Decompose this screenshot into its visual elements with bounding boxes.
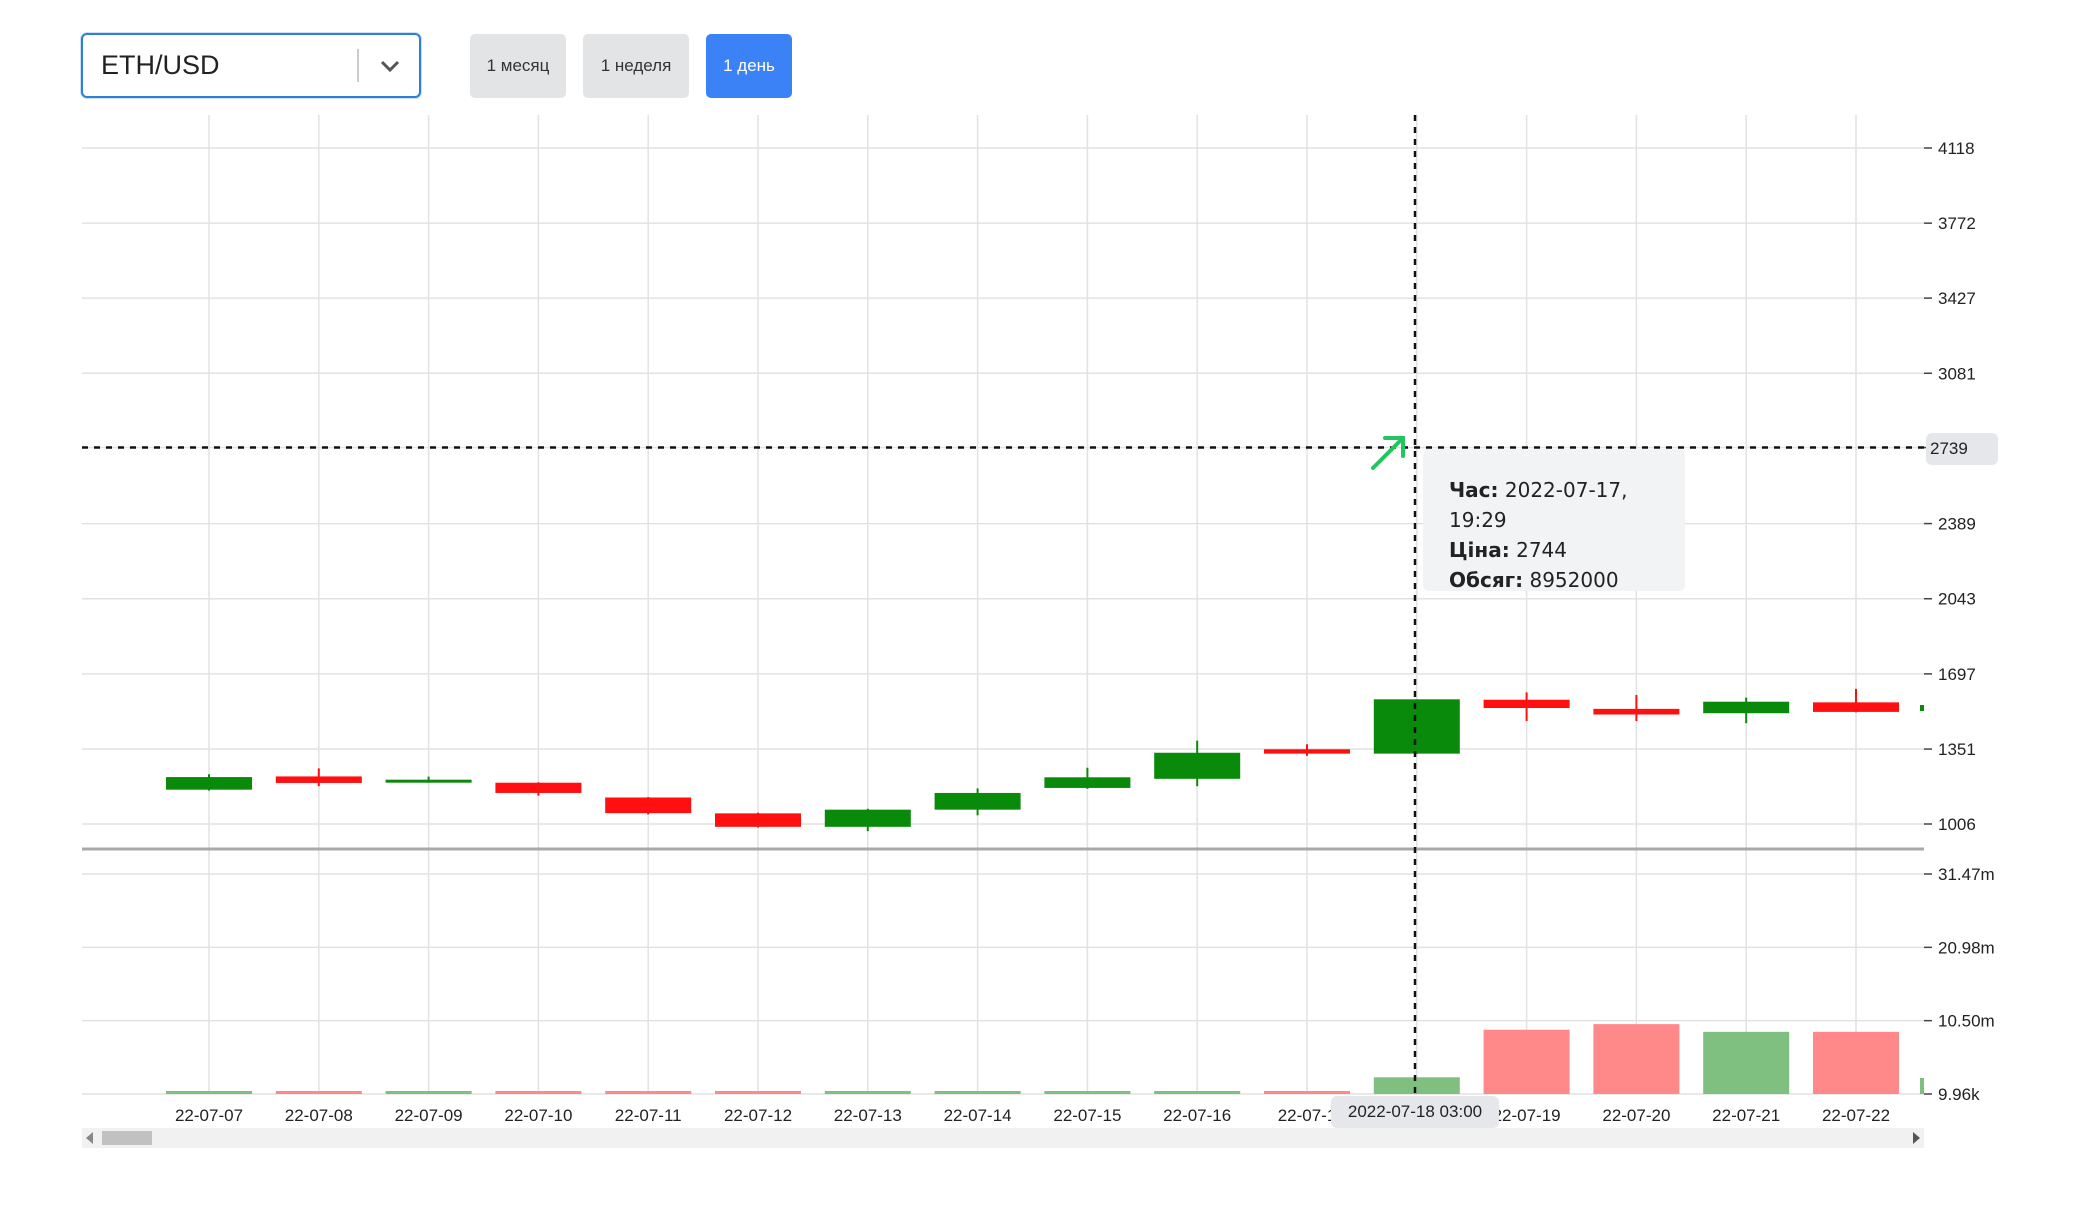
- candle-body: [385, 779, 472, 783]
- y-tick-label: 1351: [1938, 740, 1976, 759]
- candle-body: [1264, 749, 1350, 754]
- candle-body: [1154, 752, 1241, 779]
- y-tick-label: 2389: [1938, 515, 1976, 534]
- crosshair-price-label: 2739: [1926, 433, 1998, 465]
- y-tick-label: 2043: [1938, 590, 1976, 609]
- x-tick-label: 22-07-21: [1712, 1106, 1780, 1125]
- candle-body: [1044, 777, 1131, 788]
- x-tick-label: 22-07-08: [285, 1106, 353, 1125]
- candle-body: [495, 782, 582, 793]
- x-tick-label: 22-07-13: [834, 1106, 902, 1125]
- volume-bar: [385, 1091, 472, 1094]
- timeframe-month-button[interactable]: 1 месяц: [470, 34, 566, 98]
- x-tick-label: 22-07-19: [1493, 1106, 1561, 1125]
- price-tooltip: Час: 2022-07-17, 19:29 Ціна: 2744 Обсяг:…: [1423, 449, 1685, 592]
- volume-bar: [605, 1091, 692, 1094]
- scroll-right-icon[interactable]: [1913, 1132, 1920, 1144]
- arrow-up-right-icon: [1371, 436, 1405, 470]
- tooltip-volume-row: Обсяг: 8952000: [1449, 565, 1685, 595]
- volume-bar: [1154, 1091, 1241, 1094]
- candle-body: [605, 797, 692, 814]
- candle-body: [715, 813, 801, 827]
- y-tick-label: 3081: [1938, 364, 1976, 383]
- timeframe-day-button[interactable]: 1 день: [706, 34, 792, 98]
- chart-scrollbar[interactable]: [82, 1128, 1924, 1148]
- y-tick-label: 3772: [1938, 214, 1976, 233]
- volume-tick-label: 20.98m: [1938, 938, 1995, 957]
- volume-tick-label: 9.96k: [1938, 1085, 1980, 1104]
- volume-bar: [934, 1091, 1021, 1094]
- candle-body: [1483, 699, 1570, 709]
- y-tick-label: 1006: [1938, 815, 1976, 834]
- x-tick-label: 22-07-12: [724, 1106, 792, 1125]
- volume-bar: [275, 1091, 362, 1094]
- candle-body: [934, 792, 1021, 810]
- volume-bar: [1813, 1031, 1899, 1094]
- candle-body: [1703, 701, 1790, 714]
- volume-bar: [1703, 1031, 1790, 1094]
- scroll-left-icon[interactable]: [86, 1132, 93, 1144]
- y-tick-label: 1697: [1938, 665, 1976, 684]
- x-tick-label: 22-07-22: [1822, 1106, 1890, 1125]
- x-tick-label: 22-07-16: [1163, 1106, 1231, 1125]
- x-tick-label: 22-07-09: [395, 1106, 463, 1125]
- candle-body: [1813, 702, 1899, 712]
- y-tick-label: 3427: [1938, 289, 1976, 308]
- x-tick-label: 22-07-20: [1602, 1106, 1670, 1125]
- tooltip-price-value: 2744: [1516, 538, 1567, 562]
- volume-tick-label: 31.47m: [1938, 865, 1995, 884]
- tooltip-time-row: Час: 2022-07-17, 19:29: [1449, 475, 1685, 535]
- x-tick-label: 22-07-14: [944, 1106, 1012, 1125]
- volume-bar: [715, 1091, 801, 1094]
- candle-body: [275, 776, 362, 783]
- pair-select-value: ETH/USD: [101, 50, 220, 80]
- scroll-thumb[interactable]: [102, 1131, 152, 1145]
- candle-body: [1593, 708, 1680, 715]
- volume-tick-label: 10.50m: [1938, 1012, 1995, 1031]
- x-tick-label: 22-07-11: [615, 1106, 682, 1125]
- volume-bar: [1483, 1029, 1570, 1094]
- y-tick-label: 4118: [1938, 139, 1975, 158]
- volume-bar: [1593, 1024, 1680, 1094]
- volume-bar: [495, 1091, 582, 1094]
- candle-body: [1373, 699, 1460, 754]
- x-tick-label: 22-07-10: [504, 1106, 572, 1125]
- tooltip-price-row: Ціна: 2744: [1449, 535, 1685, 565]
- chevron-down-icon[interactable]: [373, 49, 407, 83]
- volume-bar: [166, 1091, 252, 1094]
- tooltip-time-value: 2022-07-17, 19:29: [1449, 478, 1628, 532]
- candle-body: [824, 809, 911, 827]
- volume-bar: [1044, 1091, 1131, 1094]
- candle-body: [1920, 705, 1924, 711]
- x-tick-label: 22-07-07: [175, 1106, 243, 1125]
- select-separator: [357, 49, 359, 82]
- candle-body: [166, 777, 252, 790]
- pair-select[interactable]: ETH/USD: [81, 33, 421, 98]
- volume-bar: [824, 1091, 911, 1094]
- tooltip-time-label: Час:: [1449, 478, 1499, 502]
- crosshair-time-label: 2022-07-18 03:00: [1331, 1096, 1499, 1128]
- tooltip-volume-label: Обсяг:: [1449, 568, 1524, 592]
- x-tick-label: 22-07-1: [1278, 1106, 1337, 1125]
- tooltip-price-label: Ціна:: [1449, 538, 1510, 562]
- volume-bar: [1920, 1078, 1924, 1094]
- volume-bar: [1373, 1077, 1460, 1094]
- volume-bar: [1264, 1091, 1350, 1094]
- x-tick-label: 22-07-15: [1053, 1106, 1121, 1125]
- timeframe-week-button[interactable]: 1 неделя: [583, 34, 689, 98]
- tooltip-volume-value: 8952000: [1529, 568, 1619, 592]
